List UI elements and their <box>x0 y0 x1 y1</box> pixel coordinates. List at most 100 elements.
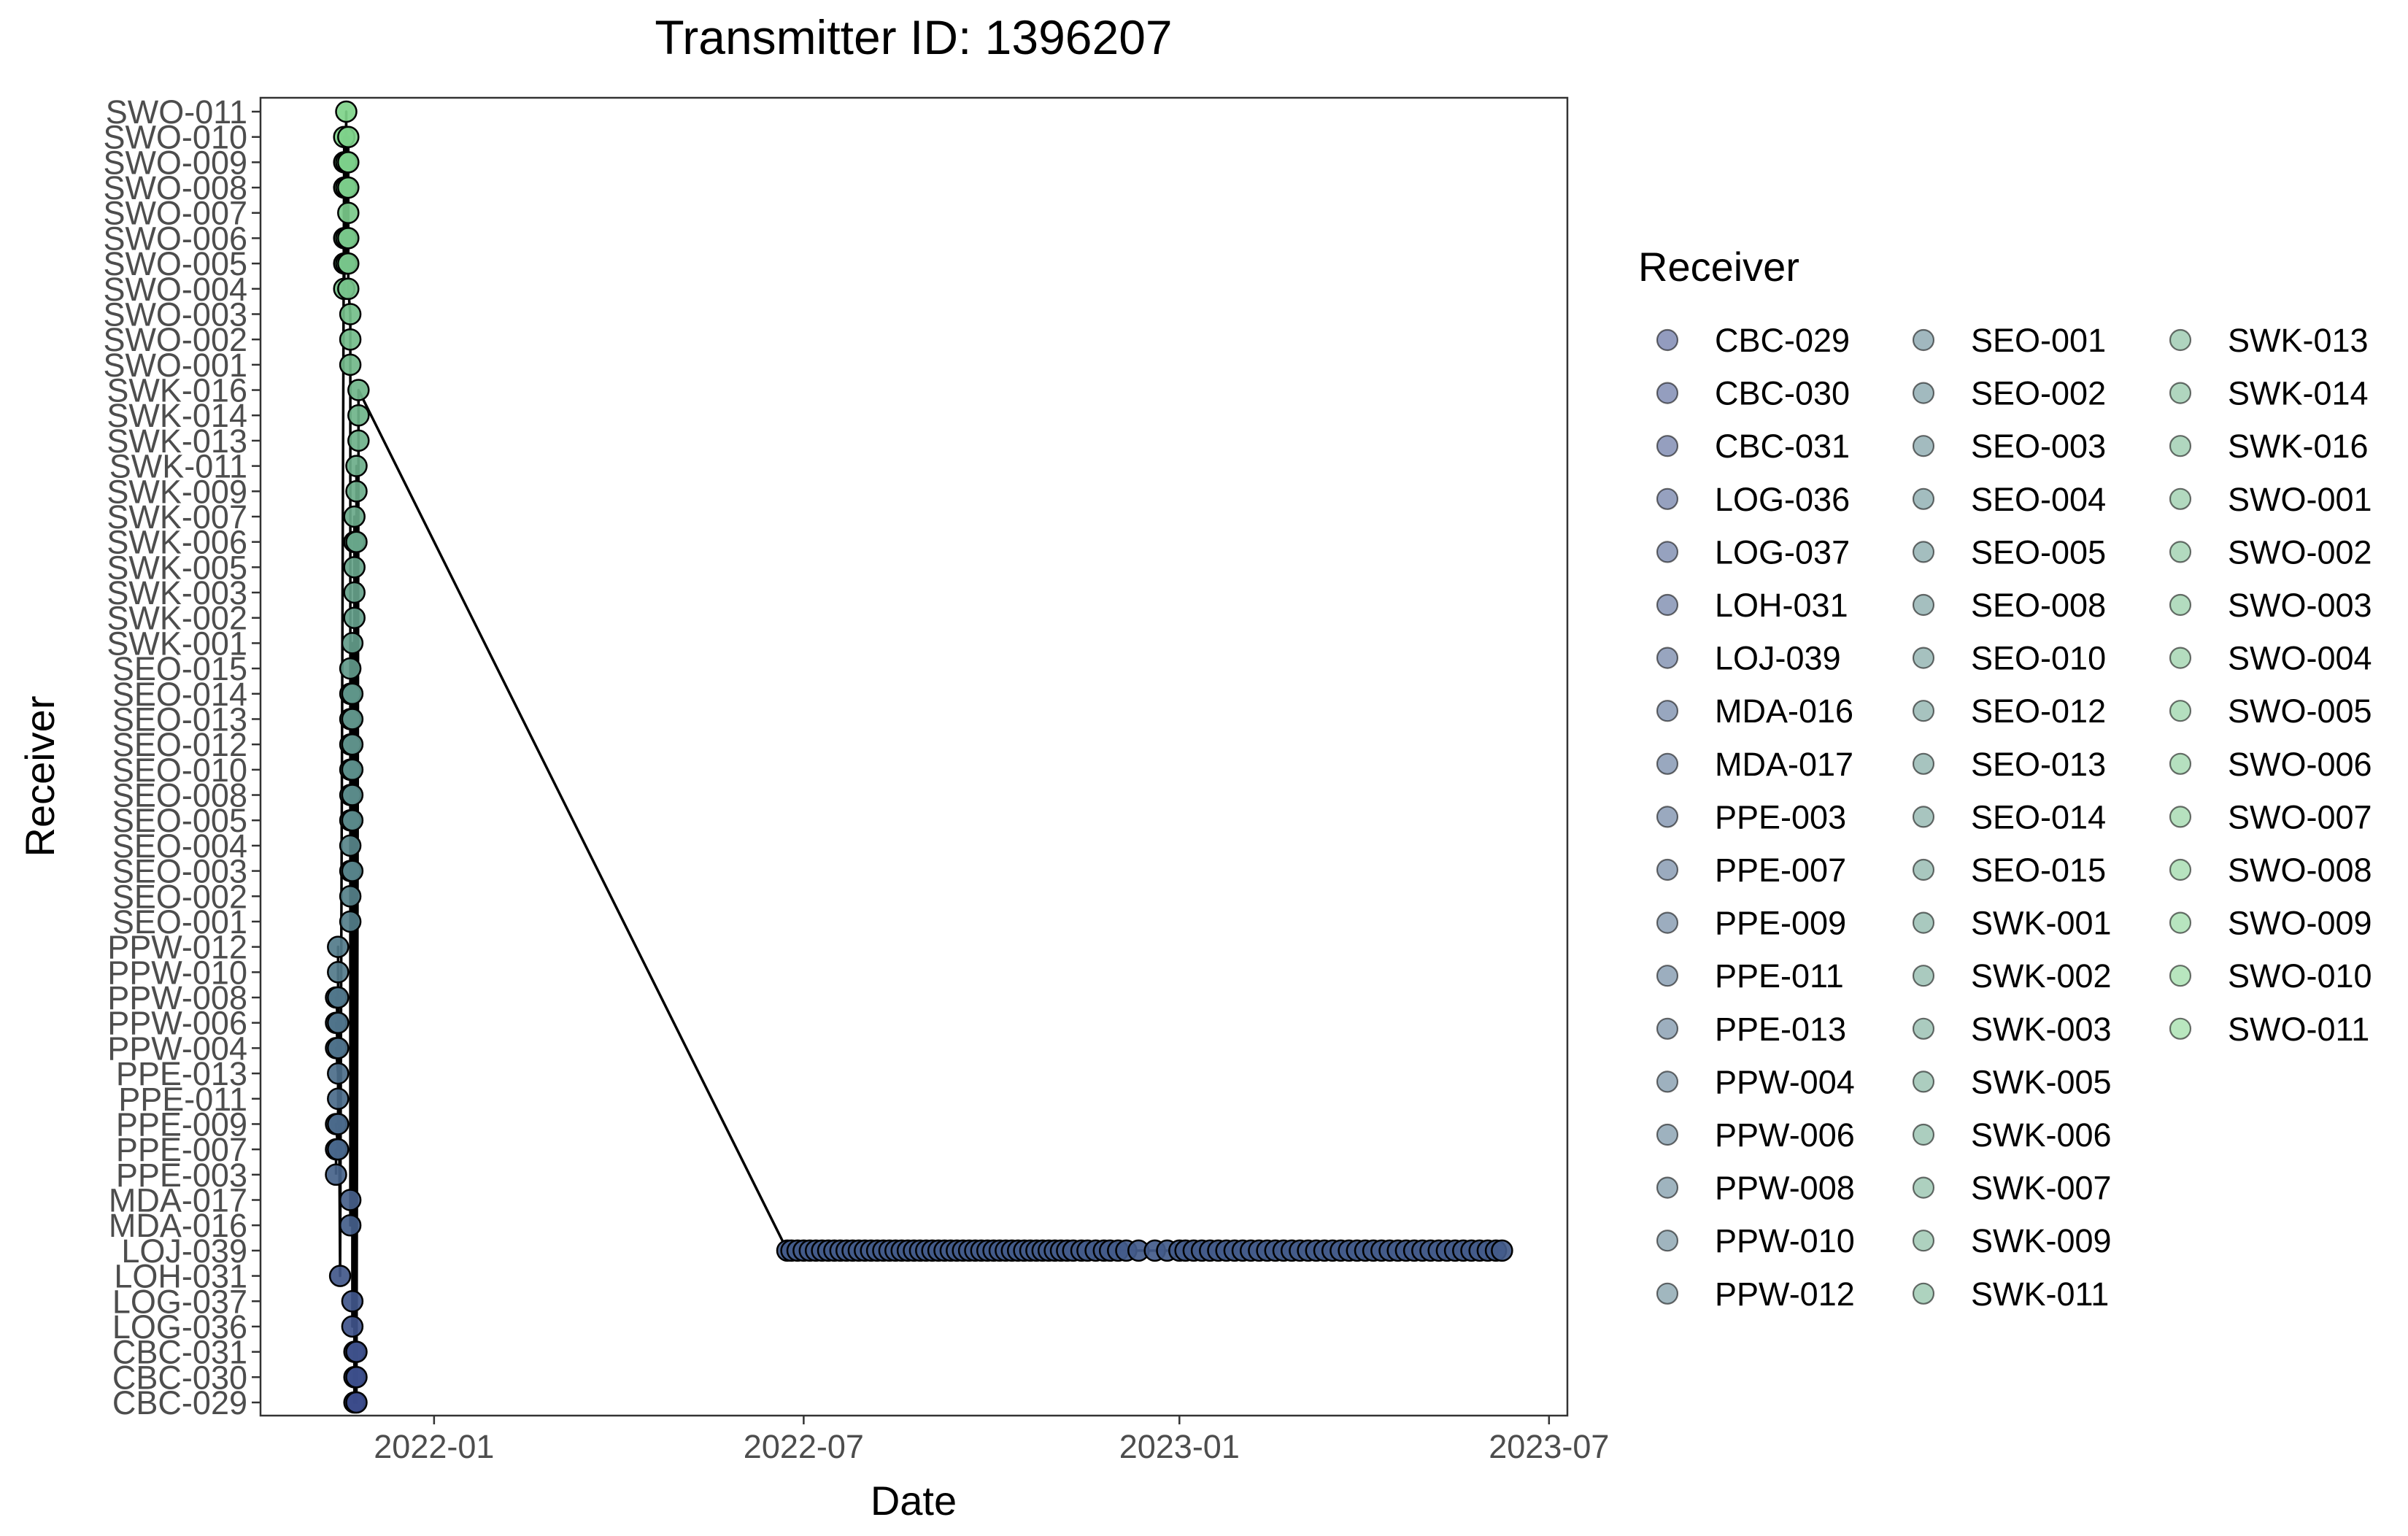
detection-point <box>347 404 370 427</box>
detection-point <box>339 303 362 325</box>
detection-point <box>327 1113 350 1135</box>
y-tick-label: SWK-009 <box>107 473 247 510</box>
y-axis-label: Receiver <box>17 696 63 857</box>
legend-key <box>1912 487 1935 510</box>
legend-key <box>2169 541 2192 563</box>
y-tick-label: SEO-015 <box>112 650 247 687</box>
y-tick-label: SEO-004 <box>112 827 247 865</box>
y-tick-label: SWO-004 <box>103 271 247 308</box>
y-tick-label: CBC-031 <box>112 1334 247 1371</box>
legend-label: SWO-004 <box>2228 640 2372 677</box>
detection-point <box>327 986 350 1009</box>
detection-point <box>337 227 360 250</box>
legend-key <box>1912 911 1935 934</box>
x-tick-label: 2023-07 <box>1489 1428 1609 1465</box>
y-tick-label: LOJ-039 <box>121 1232 247 1270</box>
legend-label: PPE-011 <box>1715 957 1844 995</box>
legend-key <box>1912 1282 1935 1305</box>
y-tick-label: PPE-013 <box>116 1055 247 1092</box>
legend-key <box>1656 965 1679 987</box>
detection-point <box>339 657 362 680</box>
detection-point <box>327 1037 350 1060</box>
legend-key <box>1912 435 1935 458</box>
legend: Receiver CBC-029 CBC-030 CBC-031 LOG-036 LOG… <box>1638 244 2372 1313</box>
legend-label: PPW-012 <box>1715 1276 1855 1313</box>
legend-key <box>1656 435 1679 458</box>
legend-label: SWK-011 <box>1971 1276 2109 1313</box>
legend-key <box>1656 593 1679 617</box>
y-tick-label: SWK-003 <box>107 574 247 611</box>
legend-label: SEO-001 <box>1971 322 2106 359</box>
y-tick-label: SWO-003 <box>103 296 247 333</box>
legend-label: PPE-009 <box>1715 905 1846 942</box>
legend-label: SWO-001 <box>2228 481 2372 518</box>
legend-label: SWO-003 <box>2228 587 2372 624</box>
y-tick-label: SWO-006 <box>103 220 247 257</box>
detection-point <box>337 151 360 174</box>
y-tick-label: LOH-031 <box>114 1258 247 1295</box>
detection-point <box>341 784 364 806</box>
legend-key <box>2169 435 2192 458</box>
legend-label: CBC-031 <box>1715 428 1850 465</box>
detection-point <box>339 1213 362 1237</box>
detection-point <box>341 682 364 706</box>
y-tick-label: MDA-017 <box>109 1182 247 1219</box>
legend-label: LOG-037 <box>1715 533 1850 571</box>
x-tick-label: 2022-07 <box>744 1428 864 1465</box>
detection-point <box>345 1366 368 1389</box>
legend-label: CBC-029 <box>1715 322 1850 359</box>
legend-key <box>1912 382 1935 404</box>
y-tick-label: SEO-014 <box>112 676 247 713</box>
y-tick-label: SWO-007 <box>103 195 247 232</box>
detection-point <box>341 758 364 781</box>
legend-label: SWO-002 <box>2228 533 2372 571</box>
detection-point <box>328 1265 352 1287</box>
detection-point <box>345 1340 368 1363</box>
legend-key <box>1912 1070 1935 1093</box>
detection-point <box>341 733 364 756</box>
y-tick-label: SWO-002 <box>103 321 247 358</box>
y-tick-label: SEO-008 <box>112 777 247 814</box>
legend-label: SEO-014 <box>1971 798 2106 835</box>
y-tick-label: PPW-012 <box>107 929 247 966</box>
detection-point <box>327 1062 350 1085</box>
legend-key <box>1912 328 1935 352</box>
legend-label: CBC-030 <box>1715 375 1850 412</box>
detection-point <box>345 530 368 553</box>
y-tick-label: PPE-009 <box>116 1105 247 1143</box>
chart-title: Transmitter ID: 1396207 <box>655 10 1172 64</box>
y-tick-label: CBC-030 <box>112 1359 247 1396</box>
detection-point <box>341 1315 364 1338</box>
legend-label: PPW-004 <box>1715 1063 1855 1100</box>
detection-point <box>339 885 362 908</box>
y-tick-label: SWK-016 <box>107 372 247 409</box>
detection-point <box>1491 1239 1513 1262</box>
plot-background <box>261 98 1567 1416</box>
detection-point <box>347 379 370 401</box>
y-tick-label: SWK-011 <box>109 448 247 485</box>
legend-key <box>1656 752 1679 775</box>
detection-point <box>341 860 364 882</box>
plot-border <box>259 96 1569 1417</box>
legend-key <box>1656 1017 1679 1040</box>
detection-point <box>325 1163 347 1186</box>
legend-label: SEO-003 <box>1971 428 2106 465</box>
legend-label: PPE-013 <box>1715 1011 1846 1048</box>
legend-key <box>2169 487 2192 510</box>
y-tick-label: SWO-009 <box>103 144 247 181</box>
detection-point <box>339 910 362 933</box>
x-tick-label: 2023-01 <box>1119 1428 1240 1465</box>
detection-point <box>337 277 360 301</box>
detection-point <box>345 455 368 477</box>
detection-point <box>337 126 360 148</box>
y-tick-label: MDA-016 <box>109 1207 247 1244</box>
legend-key <box>1656 382 1679 404</box>
detection-point <box>337 252 360 275</box>
legend-label: PPE-007 <box>1715 852 1846 889</box>
detection-point <box>341 808 364 832</box>
plot-area <box>261 98 1567 1416</box>
detection-point <box>347 429 370 452</box>
legend-key <box>2169 752 2192 775</box>
legend-key <box>1656 647 1679 669</box>
